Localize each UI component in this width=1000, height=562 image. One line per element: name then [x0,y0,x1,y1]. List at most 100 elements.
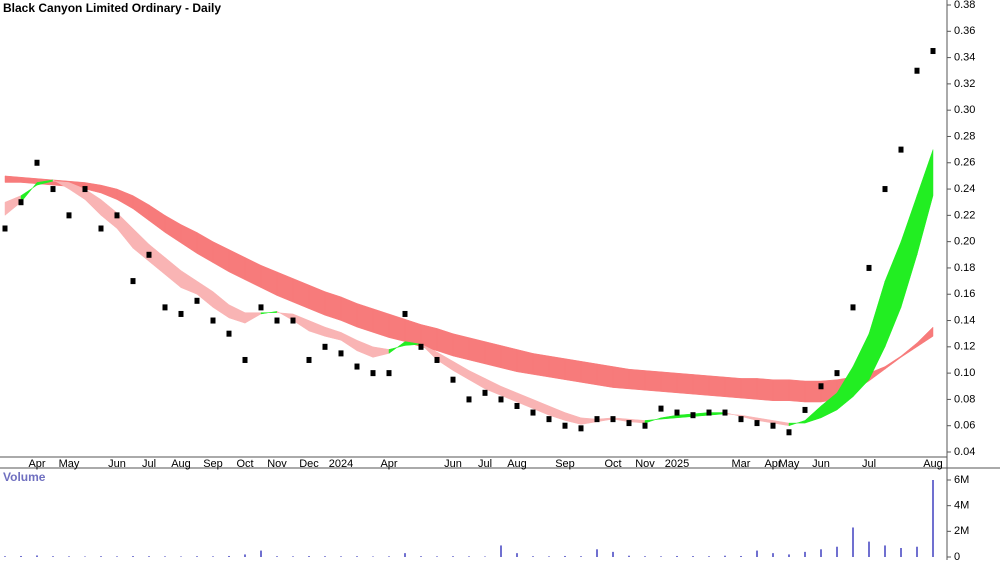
volume-bar [724,555,726,557]
price-mark [898,146,904,153]
volume-bar [468,556,470,557]
volume-bar [180,556,182,557]
ribbon-segment [788,379,806,403]
x-tick-label: Jul [478,458,492,470]
volume-bar [596,549,598,557]
price-mark [594,416,600,423]
volume-bar [36,555,38,557]
y-tick-label: 2M [954,525,969,537]
x-tick-label: Aug [507,458,527,470]
y-tick-label: 0.28 [954,130,975,142]
volume-bar [132,556,134,557]
x-tick-label: May [779,458,800,470]
price-mark [402,310,408,317]
ribbon-segment [740,378,758,400]
ribbon-segment [772,379,790,401]
volume-bar [452,556,454,557]
volume-bar [644,556,646,557]
x-tick-label: Nov [267,458,287,470]
y-tick-label: 4M [954,500,969,512]
volume-bar [708,556,710,557]
price-mark [338,350,344,357]
ribbon-segment [356,303,374,333]
volume-bar [916,546,918,557]
volume-bar [52,556,54,557]
price-mark [50,186,56,193]
y-tick-label: 0.06 [954,420,975,432]
volume-bar [676,555,678,557]
price-mark [466,396,472,403]
ribbon-segment [692,374,710,396]
chart-title: Black Canyon Limited Ordinary - Daily [3,1,221,15]
x-tick-label: Sep [555,458,575,470]
y-tick-label: 0.30 [954,104,975,116]
volume-bar [772,553,774,557]
price-mark [866,264,872,271]
y-tick-label: 6M [954,474,969,486]
price-mark [770,422,776,429]
x-tick-label: Apr [28,458,45,470]
price-mark [562,422,568,429]
volume-title: Volume [3,470,46,484]
y-tick-label: 0.18 [954,262,975,274]
price-mark [882,186,888,193]
ribbon-segment [532,353,550,378]
volume-bar [852,527,854,557]
price-mark [786,429,792,436]
price-mark [834,370,840,377]
volume-bar [516,553,518,557]
price-mark [690,412,696,419]
volume-bar [580,556,582,557]
y-tick-label: 0.26 [954,157,975,169]
price-mark [610,416,616,423]
volume-bar [532,556,534,557]
ribbon-segment [596,363,614,388]
price-mark [818,383,824,390]
price-mark [930,48,936,55]
price-mark [658,405,664,412]
price-mark [370,370,376,377]
x-tick-label: Jun [108,458,126,470]
ribbon-segment [372,308,390,338]
volume-bar [820,549,822,557]
x-tick-label: Jun [812,458,830,470]
x-tick-label: Apr [764,458,781,470]
price-mark [546,416,552,423]
y-tick-label: 0.12 [954,341,975,353]
price-mark [226,330,232,337]
volume-bar [84,556,86,557]
price-mark [578,425,584,432]
volume-bar [196,556,198,557]
price-mark [290,317,296,324]
ribbon-segment [564,358,582,383]
price-mark [434,356,440,363]
price-mark [802,406,808,413]
price-mark [530,409,536,416]
volume-bar [356,556,358,557]
ribbon-segment [916,326,934,348]
volume-bar [900,548,902,557]
ribbon-segment [548,355,566,380]
price-mark [178,310,184,317]
volume-bar [212,556,214,557]
price-mark [242,356,248,363]
volume-bar [932,480,934,557]
x-tick-label: Dec [299,458,319,470]
x-tick-label: Oct [236,458,253,470]
y-tick-label: 0.34 [954,51,975,63]
ribbon-segment [516,349,534,375]
volume-bar [404,553,406,557]
y-tick-label: 0.38 [954,0,975,11]
price-mark [114,212,120,219]
price-mark [498,396,504,403]
price-mark [98,225,104,232]
y-tick-label: 0 [954,551,960,562]
volume-bar [868,541,870,557]
volume-bar [836,546,838,557]
price-mark [738,416,744,423]
volume-bar [4,556,6,557]
x-tick-label: Apr [380,458,397,470]
price-mark [82,186,88,193]
price-mark [322,343,328,350]
